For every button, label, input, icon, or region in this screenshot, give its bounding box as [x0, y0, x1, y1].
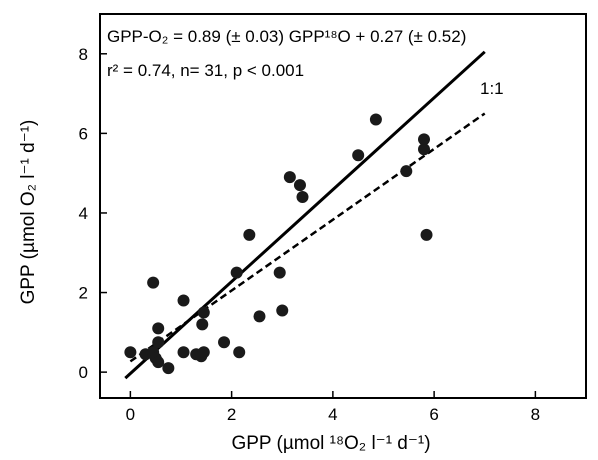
data-point [352, 149, 365, 162]
data-points [124, 113, 433, 375]
x-axis-tick-labels: 0 2 4 6 8 [126, 405, 540, 424]
y-tick-label: 8 [79, 45, 88, 64]
data-point [152, 356, 165, 369]
y-axis-label: GPP (µmol O₂ l⁻¹ d⁻¹) [18, 120, 39, 305]
data-point [152, 322, 165, 335]
x-tick-label: 6 [429, 405, 438, 424]
data-point [420, 228, 433, 241]
one-to-one-label: 1:1 [480, 79, 504, 98]
data-point [124, 346, 137, 359]
data-point [218, 336, 231, 349]
data-point [418, 133, 430, 146]
data-point [293, 179, 306, 192]
y-axis-ticks [100, 53, 107, 373]
data-point [230, 266, 243, 279]
data-point [233, 346, 246, 359]
data-point [283, 171, 296, 184]
data-point [197, 306, 210, 319]
data-point [152, 336, 165, 349]
one-to-one-line [124, 50, 486, 380]
stats-text: r² = 0.74, n= 31, p < 0.001 [107, 61, 304, 80]
y-tick-label: 4 [79, 204, 88, 223]
x-axis-ticks [129, 391, 537, 398]
x-tick-label: 8 [531, 405, 540, 424]
x-tick-label: 0 [126, 405, 135, 424]
data-point [177, 294, 190, 307]
y-tick-label: 6 [79, 124, 88, 143]
y-axis-tick-labels: 0 2 4 6 8 [79, 45, 88, 382]
data-point [196, 318, 209, 331]
x-tick-label: 2 [227, 405, 236, 424]
data-point [400, 165, 413, 178]
data-point [197, 346, 210, 359]
data-point [147, 276, 160, 289]
data-point [296, 191, 309, 204]
data-point [243, 228, 256, 241]
plot-frame [99, 13, 587, 399]
data-point [162, 362, 175, 375]
regression-lines [124, 50, 486, 380]
data-point [253, 310, 266, 323]
y-tick-label: 0 [79, 363, 88, 382]
data-point [276, 304, 289, 317]
y-tick-label: 2 [79, 284, 88, 303]
equation-text: GPP-O₂ = 0.89 (± 0.03) GPP¹⁸O + 0.27 (± … [107, 27, 466, 46]
x-axis-label: GPP (µmol ¹⁸O₂ l⁻¹ d⁻¹) [231, 433, 430, 454]
x-tick-label: 4 [328, 405, 337, 424]
regression-line [129, 112, 486, 363]
data-point [418, 143, 430, 156]
data-point [177, 346, 190, 359]
data-point [369, 113, 382, 126]
data-point [273, 266, 286, 279]
